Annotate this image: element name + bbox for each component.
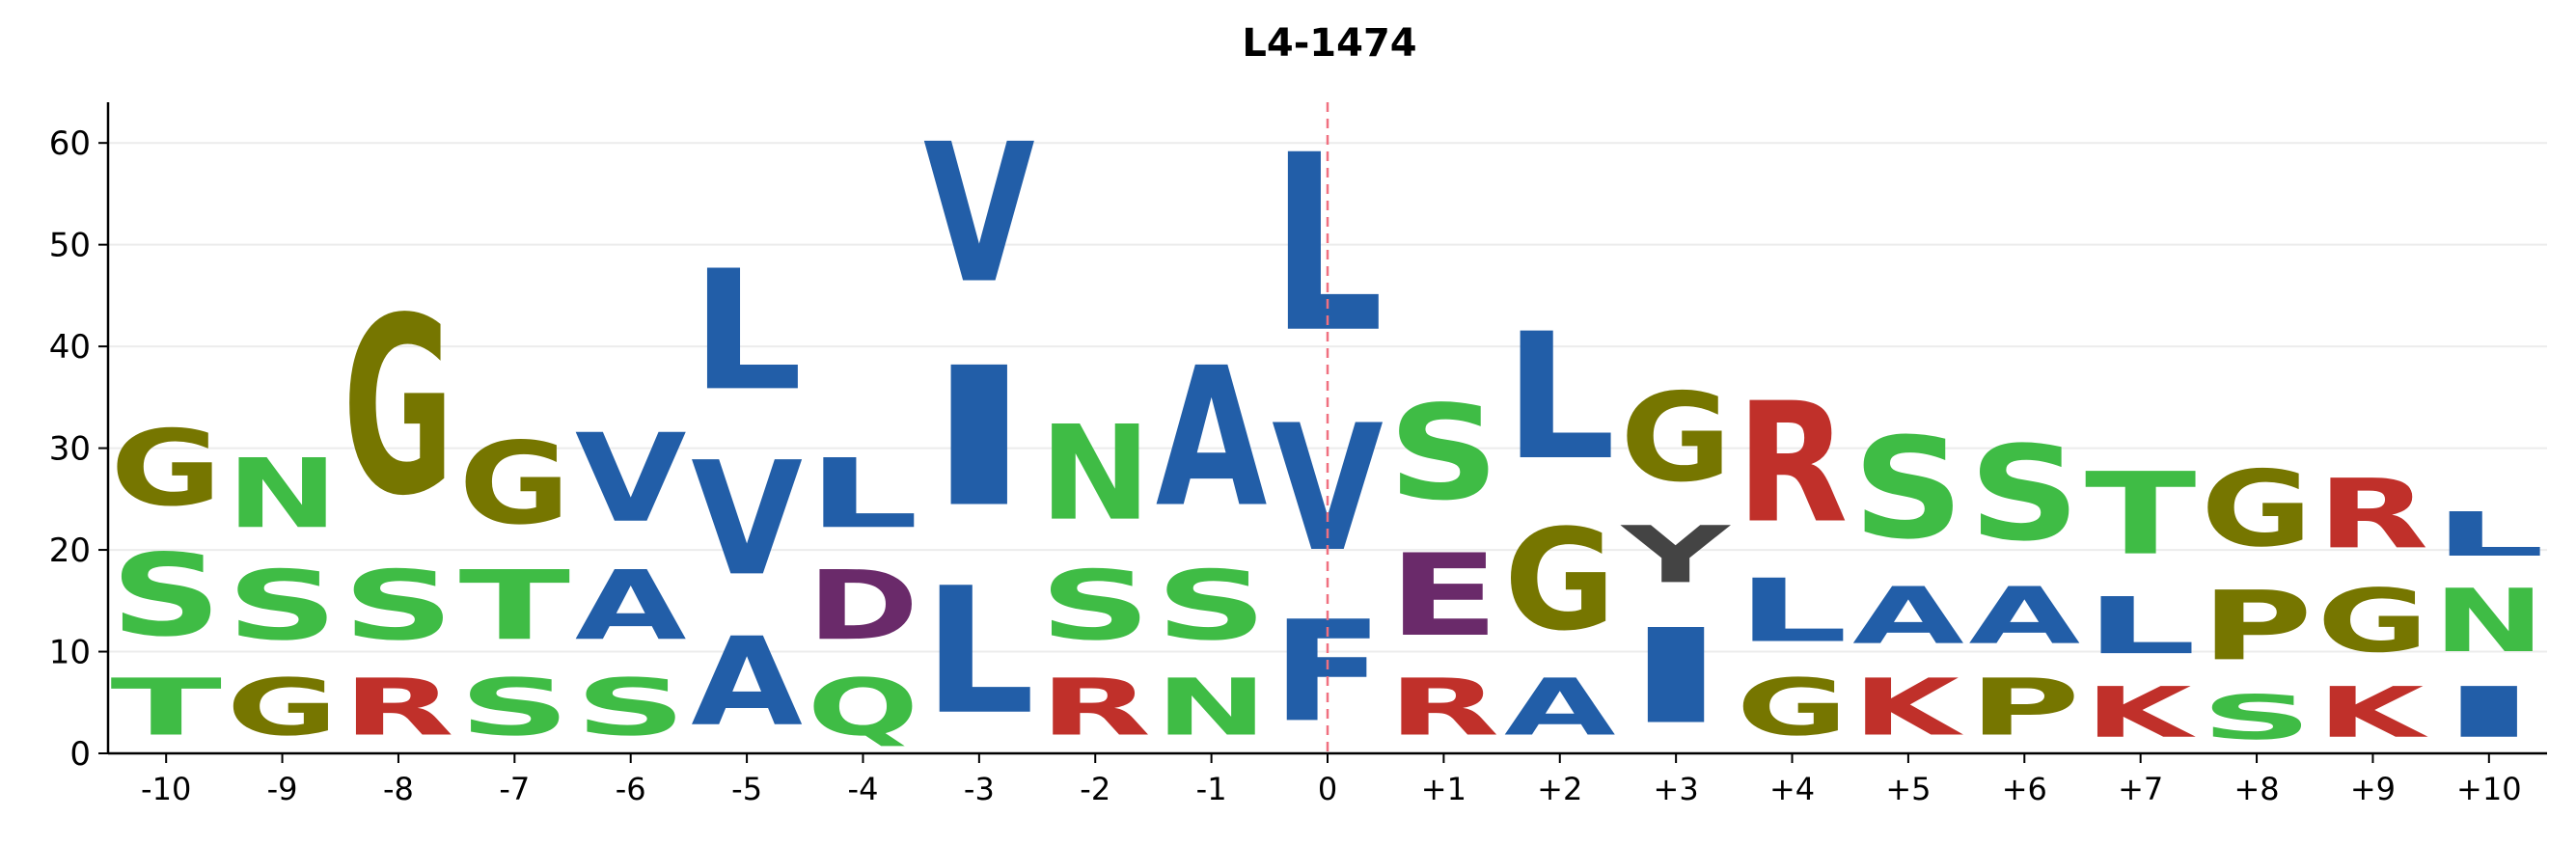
x-tick-label: +6	[2002, 771, 2047, 807]
letter-+4-R: R	[1737, 368, 1849, 559]
letter-+2-A: A	[1504, 663, 1616, 754]
letter--3-L: L	[923, 550, 1035, 752]
x-tick-label: -9	[267, 771, 298, 807]
letter-+1-R: R	[1388, 663, 1500, 753]
letter-+5-S: S	[1852, 407, 1964, 569]
x-tick-label: -10	[141, 771, 191, 807]
x-tick-label: +9	[2350, 771, 2396, 807]
y-tick-label: 10	[49, 634, 91, 672]
letter-+6-S: S	[1969, 418, 2081, 570]
x-tick-label: +10	[2456, 771, 2522, 807]
letter--5-A: A	[691, 612, 803, 753]
x-tick-label: 0	[1318, 771, 1337, 807]
letter-+8-S: S	[2201, 682, 2313, 753]
y-tick-label: 50	[49, 227, 91, 265]
chart-title: L4-1474	[1242, 21, 1416, 66]
letter--5-L: L	[691, 234, 803, 427]
x-tick-label: +2	[1537, 771, 1582, 807]
x-tick-label: +8	[2233, 771, 2279, 807]
x-tick-label: +1	[1421, 771, 1466, 807]
letter--7-G: G	[459, 418, 571, 550]
letter-+2-L: L	[1504, 296, 1616, 499]
x-tick-label: -7	[499, 771, 530, 807]
letter-+7-T: T	[2085, 450, 2197, 581]
letter--4-L: L	[808, 439, 919, 550]
x-tick-label: +3	[1654, 771, 1699, 807]
letter-+3-I: I	[1620, 602, 1732, 753]
letter-+6-A: A	[1969, 571, 2081, 663]
y-tick-label: 60	[49, 124, 91, 163]
letter--2-N: N	[1039, 398, 1151, 550]
letter--2-R: R	[1039, 663, 1151, 753]
letter--10-G: G	[110, 407, 222, 530]
logo-letters: TSGGSNRSGSTGSAVAVLQDLLIVRSNNSAFVLRESAGLI…	[110, 102, 2544, 753]
y-tick-label: 30	[49, 430, 91, 469]
x-tick-label: -3	[964, 771, 995, 807]
letter--3-I: I	[923, 327, 1035, 550]
letter--7-S: S	[459, 662, 571, 752]
letter-+8-P: P	[2201, 571, 2313, 682]
letter--1-S: S	[1156, 551, 1268, 662]
letter--1-A: A	[1156, 327, 1268, 549]
x-tick-label: -5	[731, 771, 762, 807]
x-tick-label: +5	[1885, 771, 1931, 807]
letter-+1-S: S	[1388, 377, 1500, 530]
letter-+5-A: A	[1852, 571, 1964, 663]
x-tick-label: +7	[2118, 771, 2163, 807]
y-tick-label: 20	[49, 532, 91, 570]
letter-+10-L: L	[2433, 500, 2545, 570]
letter-0-L: L	[1272, 102, 1384, 386]
letter--9-N: N	[227, 439, 339, 550]
letter--7-T: T	[459, 550, 571, 662]
letter-+10-N: N	[2433, 571, 2545, 671]
letter--10-T: T	[110, 663, 222, 753]
y-axis-ticks: 0 10 20 30 40 50 60	[49, 124, 108, 774]
letter-+4-L: L	[1737, 560, 1849, 662]
letter--9-S: S	[227, 551, 339, 662]
letter-+3-Y: Y	[1619, 510, 1731, 601]
letter-+9-R: R	[2317, 458, 2429, 569]
letter-+7-L: L	[2085, 582, 2197, 672]
x-tick-label: -2	[1080, 771, 1110, 807]
letter--9-G: G	[227, 663, 339, 754]
letter-+4-G: G	[1737, 663, 1849, 754]
x-axis-ticks: -10 -9 -8 -7 -6 -5 -4 -3 -2 -1 0 +1 +2 +3 +4 +5 +6 +7 +8 +9…	[141, 753, 2522, 807]
letter-+2-G: G	[1504, 500, 1616, 662]
letter--8-S: S	[343, 551, 454, 662]
letter-+5-K: K	[1852, 663, 1964, 753]
letter--4-D: D	[808, 550, 919, 662]
letter-+10-I: I	[2433, 672, 2545, 753]
letter-+1-E: E	[1388, 531, 1500, 662]
letter--3-V: V	[923, 103, 1035, 325]
letter--2-S: S	[1039, 551, 1151, 662]
letter-+9-K: K	[2317, 672, 2428, 753]
letter--6-S: S	[575, 662, 687, 752]
letter--8-R: R	[343, 663, 454, 753]
letter--8-G: G	[343, 266, 454, 550]
x-tick-label: -4	[848, 771, 879, 807]
letter--6-V: V	[575, 408, 687, 550]
letter-+9-G: G	[2317, 570, 2429, 671]
letter--5-V: V	[691, 427, 803, 610]
letter-+7-K: K	[2085, 672, 2196, 753]
letter-+6-P: P	[1969, 662, 2081, 752]
x-tick-label: +4	[1769, 771, 1815, 807]
y-tick-label: 40	[49, 328, 91, 367]
x-tick-label: -1	[1196, 771, 1227, 807]
letter-+3-G: G	[1620, 368, 1732, 509]
y-tick-label: 0	[69, 735, 91, 774]
letter--4-Q: Q	[808, 663, 919, 753]
x-tick-label: -6	[616, 771, 646, 807]
x-tick-label: -8	[383, 771, 414, 807]
letter--6-A: A	[575, 550, 687, 662]
letter-+8-G: G	[2201, 448, 2313, 570]
letter--1-N: N	[1156, 662, 1268, 753]
letter--10-S: S	[110, 531, 222, 662]
